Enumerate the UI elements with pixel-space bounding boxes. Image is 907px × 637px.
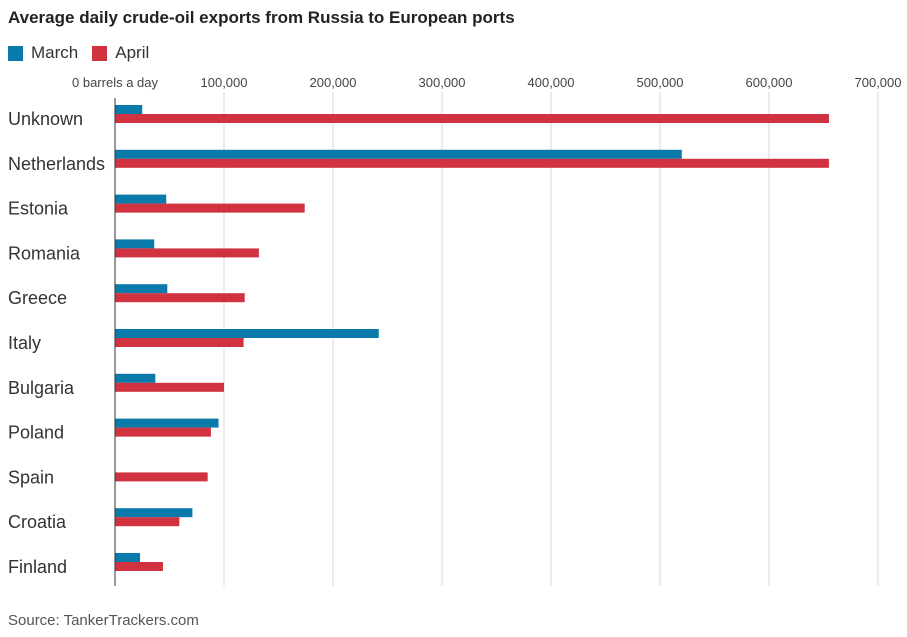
x-tick-label: 300,000 [419,75,466,90]
legend-label-april: April [115,43,150,62]
bar-march-netherlands [115,149,682,159]
bar-april-romania [115,248,259,258]
source-note: Source: TankerTrackers.com [8,612,199,629]
bar-march-estonia [115,194,167,204]
category-label: Spain [8,467,54,487]
bar-april-finland [115,562,163,571]
bar-april-bulgaria [115,382,224,392]
category-label: Italy [8,333,41,353]
category-label: Unknown [8,109,83,129]
bar-march-greece [115,284,168,294]
bar-april-netherlands [115,158,829,168]
x-tick-label: 100,000 [201,75,248,90]
legend-label-march: March [31,43,79,62]
category-label: Croatia [8,512,67,532]
legend-item-april: April [92,43,149,63]
chart-title: Average daily crude-oil exports from Rus… [8,8,515,27]
legend-swatch-april [92,45,108,61]
x-tick-label: 700,000 [855,75,902,90]
bar-april-spain [115,472,208,482]
bar-april-poland [115,427,211,437]
x-tick-label: 400,000 [528,75,575,90]
bar-march-poland [115,418,219,428]
bar-march-unknown [115,105,143,114]
x-tick-label: 0 barrels a day [72,75,158,90]
bar-april-unknown [115,114,829,123]
legend: March April [8,43,163,63]
bar-march-romania [115,239,155,249]
category-label: Netherlands [8,154,105,174]
bar-april-estonia [115,203,305,213]
bar-april-croatia [115,517,180,527]
bar-march-italy [115,329,379,338]
x-tick-label: 200,000 [310,75,357,90]
category-label: Bulgaria [8,378,75,398]
legend-swatch-march [8,45,23,61]
bar-march-finland [115,553,141,562]
bar-march-croatia [115,508,193,518]
x-tick-label: 500,000 [637,75,684,90]
bar-april-greece [115,293,245,303]
category-label: Finland [8,557,67,577]
category-label: Romania [8,243,81,263]
category-label: Poland [8,423,64,443]
legend-item-march: March [8,43,78,63]
bar-april-italy [115,338,244,347]
category-label: Estonia [8,199,69,219]
x-tick-label: 600,000 [746,75,793,90]
bar-march-bulgaria [115,373,156,383]
category-label: Greece [8,288,67,308]
